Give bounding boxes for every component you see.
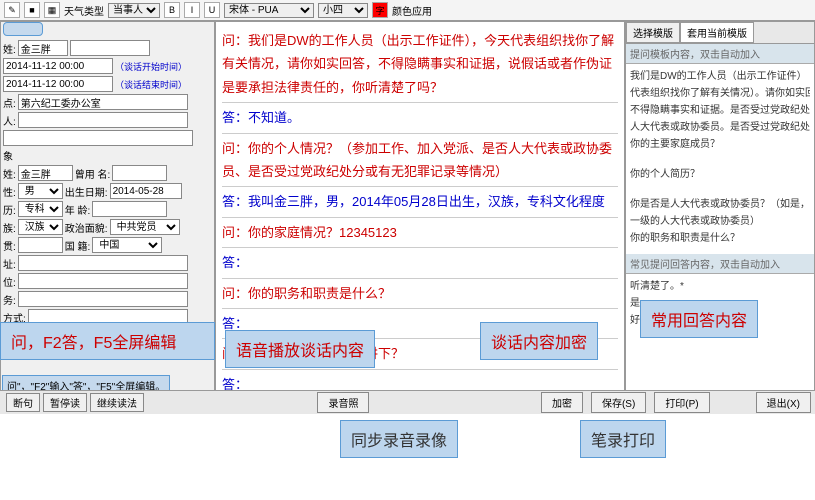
guan-label: 贯: [3, 238, 16, 253]
guoji-label: 国 籍: [65, 238, 91, 253]
template-panel: 选择模版 套用当前模版 提问模板内容，双击自动加入 我们是DW的工作人员（出示工… [625, 21, 815, 411]
question-line[interactable]: 问：我们是DW的工作人员（出示工作证件），今天代表组织找你了解有关情况，请你如实… [222, 26, 618, 103]
xueli-label: 历: [3, 202, 16, 217]
btn-save[interactable]: 保存(S) [591, 392, 646, 413]
btn-record[interactable]: 录音照 [317, 392, 369, 413]
tab-apply-template[interactable]: 套用当前模版 [680, 22, 754, 43]
zhu-label: 址: [3, 256, 16, 271]
nian-input[interactable] [92, 201, 167, 217]
birth-input[interactable] [110, 183, 182, 199]
cengyong-label: 曾用 名: [75, 166, 111, 181]
zzmm-select[interactable]: 中共党员 [110, 219, 180, 235]
nian-label: 年 龄: [65, 202, 91, 217]
callout-record: 同步录音录像 [340, 420, 458, 458]
template-list: 我们是DW的工作人员（出示工作证件）代表组织找你了解有关情况）。请你如实回不得隐… [626, 64, 814, 254]
dangshiren-select[interactable]: 当事人 [108, 3, 160, 18]
zzmm-label: 政治面貌: [65, 220, 108, 235]
template-item[interactable]: 代表组织找你了解有关情况）。请你如实回 [630, 83, 810, 100]
callout-print: 笔录打印 [580, 420, 666, 458]
extra-input[interactable] [70, 40, 150, 56]
cengyong-input[interactable] [112, 165, 167, 181]
template-item[interactable]: 你的职务和职责是什么？ [630, 228, 810, 245]
ren-input[interactable] [18, 112, 188, 128]
speech-bubble [3, 22, 43, 36]
ren-label: 人: [3, 113, 16, 128]
btn-print[interactable]: 打印(P) [654, 392, 709, 413]
italic-icon[interactable]: I [184, 2, 200, 18]
name-input[interactable] [18, 40, 68, 56]
callout-common-answer: 常用回答内容 [640, 300, 758, 338]
size-select[interactable]: 小四 [318, 3, 368, 18]
template-item[interactable] [630, 151, 810, 164]
template-item[interactable]: 你是否是人大代表或政协委员？（如是，是 [630, 194, 810, 211]
loc-input[interactable] [18, 94, 188, 110]
btn-encrypt[interactable]: 加密 [541, 392, 583, 413]
top-toolbar: ✎ ■ ▦ 天气类型 当事人 B I U 宋体 - PUA 小四 字 颜色应用 [0, 0, 815, 21]
section-answers-title: 常见提问回答内容，双击自动加入 [626, 254, 814, 274]
color-icon[interactable]: 字 [372, 2, 388, 18]
answer-line[interactable]: 答： [222, 248, 618, 278]
minzu-select[interactable]: 汉族 [18, 219, 63, 235]
template-item[interactable] [630, 245, 810, 254]
question-line[interactable]: 问：你的家庭情况？12345123 [222, 218, 618, 248]
date1-hint: （谈话开始时间） [115, 60, 187, 73]
question-line[interactable]: 问：你的个人情况？（参加工作、加入党派、是否人大代表或政协委员、是否受过党政纪处… [222, 134, 618, 188]
tool-icon[interactable]: ■ [24, 2, 40, 18]
btn-play[interactable]: 暂停读 [43, 393, 87, 412]
answer-line[interactable]: 答：我叫金三胖，男，2014年05月28日出生，汉族，专科文化程度 [222, 187, 618, 217]
template-item[interactable]: 你的主要家庭成员？ [630, 134, 810, 151]
section-questions-title: 提问模板内容，双击自动加入 [626, 44, 814, 64]
wu-label: 务: [3, 292, 16, 307]
btn-resume[interactable]: 继续读法 [90, 393, 144, 412]
wei-input[interactable] [18, 273, 188, 289]
xing-input[interactable] [18, 165, 73, 181]
btn-exit[interactable]: 退出(X) [756, 392, 811, 413]
loc-label: 点: [3, 95, 16, 110]
callout-encrypt: 谈话内容加密 [480, 322, 598, 360]
gender-label: 性: [3, 184, 16, 199]
template-item[interactable]: 你的个人简历？ [630, 164, 810, 181]
btn-duanju[interactable]: 断句 [6, 393, 40, 412]
color-label: 颜色应用 [392, 3, 432, 18]
template-item[interactable]: 我们是DW的工作人员（出示工作证件） [630, 66, 810, 83]
guan-input[interactable] [18, 237, 63, 253]
template-item[interactable]: 人大代表或政协委员。是否受过党政纪处 [630, 117, 810, 134]
blank-input[interactable] [3, 130, 193, 146]
guoji-select[interactable]: 中国 [92, 237, 162, 253]
answer-line[interactable]: 答：不知道。 [222, 103, 618, 133]
date2-hint: （谈话结束时间） [115, 78, 187, 91]
xing-label: 姓: [3, 166, 16, 181]
tool-icon[interactable]: ▦ [44, 2, 60, 18]
bottom-toolbar: 断句 暂停读 继续读法 录音照 加密 保存(S) 打印(P) 退出(X) [0, 390, 815, 414]
name-label: 姓: [3, 41, 16, 56]
tool-icon[interactable]: ✎ [4, 2, 20, 18]
template-item[interactable]: 一级的人大代表或政协委员） [630, 211, 810, 228]
date2-input[interactable] [3, 76, 113, 92]
callout-f2f5: 问，F2答，F5全屏编辑 [0, 322, 215, 360]
birth-label: 出生日期: [65, 184, 108, 199]
question-line[interactable]: 问：你的职务和职责是什么？ [222, 279, 618, 309]
wu-input[interactable] [18, 291, 188, 307]
bold-icon[interactable]: B [164, 2, 180, 18]
xueli-select[interactable]: 专科 [18, 201, 63, 217]
tianqi-label: 天气类型 [64, 3, 104, 18]
callout-voice: 语音播放谈话内容 [225, 330, 375, 368]
font-select[interactable]: 宋体 - PUA [224, 3, 314, 18]
template-item[interactable] [630, 181, 810, 194]
answer-item[interactable]: 听清楚了。* [630, 276, 810, 293]
tab-select-template[interactable]: 选择模版 [626, 22, 680, 43]
gender-select[interactable]: 男 [18, 183, 63, 199]
xiang-label: 象 [3, 148, 13, 163]
date1-input[interactable] [3, 58, 113, 74]
template-item[interactable]: 不得隐瞒事实和证据。是否受过党政纪处 [630, 100, 810, 117]
minzu-label: 族: [3, 220, 16, 235]
wei-label: 位: [3, 274, 16, 289]
underline-icon[interactable]: U [204, 2, 220, 18]
zhu-input[interactable] [18, 255, 188, 271]
